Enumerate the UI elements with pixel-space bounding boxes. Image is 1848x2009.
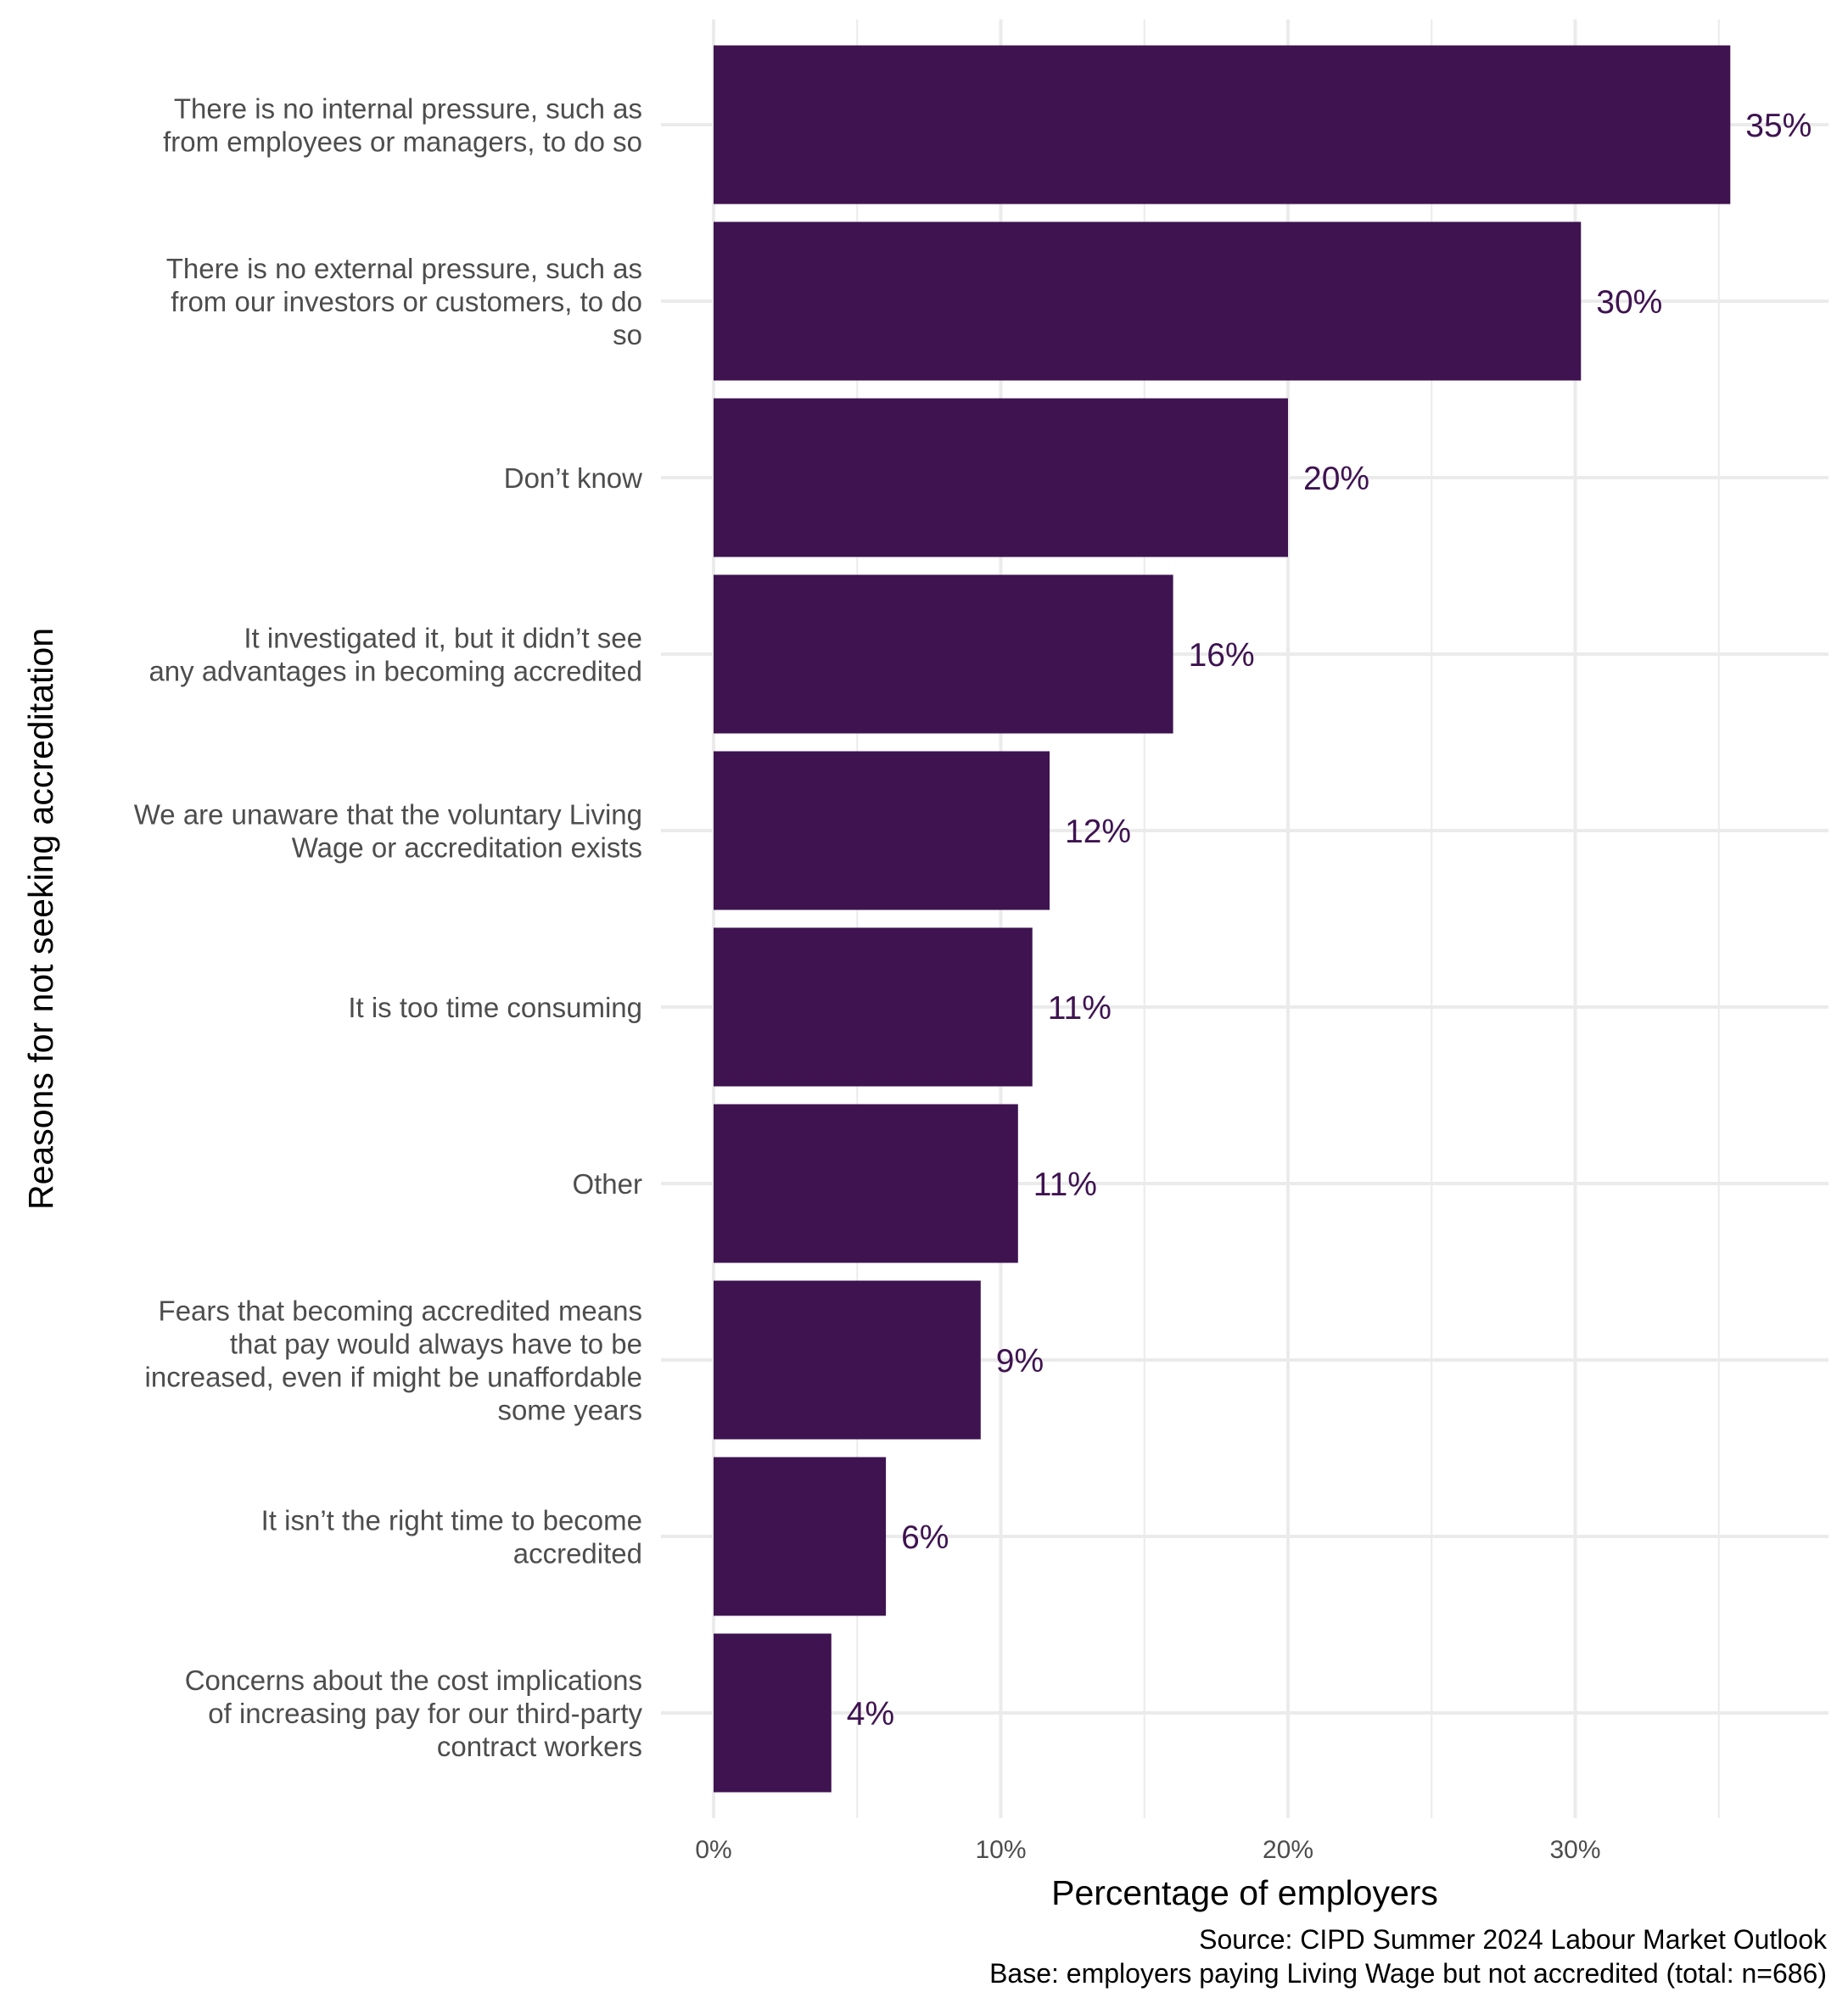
category-label-line: some years bbox=[497, 1395, 642, 1426]
x-tick-label: 10% bbox=[975, 1836, 1026, 1864]
x-tick-label: 20% bbox=[1263, 1836, 1313, 1864]
category-label-line: that pay would always have to be bbox=[230, 1329, 642, 1360]
category-label-line: accredited bbox=[513, 1538, 642, 1570]
category-label: Don’t know bbox=[504, 462, 642, 494]
category-label-line: It investigated it, but it didn’t see bbox=[244, 623, 642, 654]
category-label-line: It isn’t the right time to become bbox=[261, 1505, 642, 1536]
category-label-line: Other bbox=[572, 1168, 642, 1200]
data-label: 35% bbox=[1745, 108, 1812, 144]
category-label: We are unaware that the voluntary Living… bbox=[134, 799, 642, 864]
bar bbox=[714, 1457, 887, 1616]
x-tick-labels: 0% 10% 20% 30% bbox=[695, 1836, 1600, 1864]
x-tick-label: 30% bbox=[1549, 1836, 1600, 1864]
category-label-line: Don’t know bbox=[504, 462, 642, 494]
value-labels: 35% 30% 20% 16% 12% 11% 11% 9% 6% 4% bbox=[847, 108, 1812, 1732]
data-label: 6% bbox=[901, 1519, 949, 1556]
bar bbox=[714, 45, 1731, 204]
category-labels: There is no internal pressure, such as fr… bbox=[134, 93, 643, 1763]
category-label-line: of increasing pay for our third-party bbox=[208, 1698, 642, 1729]
category-label: It is too time consuming bbox=[348, 992, 642, 1023]
caption-source: Source: CIPD Summer 2024 Labour Market O… bbox=[1199, 1924, 1828, 1955]
data-label: 11% bbox=[1033, 1167, 1097, 1203]
bar bbox=[714, 398, 1288, 557]
category-label: It investigated it, but it didn’t see any… bbox=[148, 623, 642, 687]
category-label-line: Wage or accreditation exists bbox=[292, 832, 642, 864]
bar bbox=[714, 1280, 981, 1440]
category-label: Concerns about the cost implications of i… bbox=[185, 1665, 643, 1762]
x-axis-title: Percentage of employers bbox=[1051, 1873, 1438, 1912]
category-label-line: There is no internal pressure, such as bbox=[174, 93, 642, 125]
bar bbox=[714, 574, 1173, 734]
bar bbox=[714, 927, 1033, 1087]
category-label-line: We are unaware that the voluntary Living bbox=[134, 799, 642, 831]
category-label-line: increased, even if might be unaffordable bbox=[145, 1362, 642, 1393]
category-label-line: any advantages in becoming accredited bbox=[148, 656, 642, 687]
category-label: There is no internal pressure, such as fr… bbox=[163, 93, 642, 158]
category-label-line: There is no external pressure, such as bbox=[166, 253, 642, 284]
data-label: 4% bbox=[847, 1696, 894, 1732]
bar bbox=[714, 1633, 832, 1793]
bar bbox=[714, 1104, 1018, 1263]
data-label: 9% bbox=[996, 1343, 1044, 1379]
category-label-line: It is too time consuming bbox=[348, 992, 642, 1023]
y-axis-title: Reasons for not seeking accreditation bbox=[21, 628, 60, 1210]
category-label: Fears that becoming accredited means that… bbox=[145, 1295, 642, 1426]
bars bbox=[714, 45, 1731, 1793]
data-label: 20% bbox=[1303, 461, 1369, 497]
category-label-line: Fears that becoming accredited means bbox=[159, 1295, 642, 1327]
category-label-line: Concerns about the cost implications bbox=[185, 1665, 642, 1696]
caption-base: Base: employers paying Living Wage but n… bbox=[989, 1958, 1827, 1989]
data-label: 16% bbox=[1189, 637, 1255, 674]
category-label-line: contract workers bbox=[437, 1731, 642, 1762]
category-label-line: so bbox=[613, 319, 642, 350]
x-tick-label: 0% bbox=[695, 1836, 731, 1864]
category-label: There is no external pressure, such as fr… bbox=[166, 253, 642, 350]
bar bbox=[714, 221, 1582, 381]
data-label: 12% bbox=[1065, 814, 1131, 850]
category-label-line: from our investors or customers, to do bbox=[171, 286, 642, 317]
category-label: It isn’t the right time to become accredi… bbox=[261, 1505, 642, 1570]
bar bbox=[714, 751, 1050, 910]
data-label: 30% bbox=[1596, 284, 1662, 321]
data-label: 11% bbox=[1048, 990, 1112, 1027]
category-label: Other bbox=[572, 1168, 642, 1200]
category-label-line: from employees or managers, to do so bbox=[163, 126, 642, 158]
